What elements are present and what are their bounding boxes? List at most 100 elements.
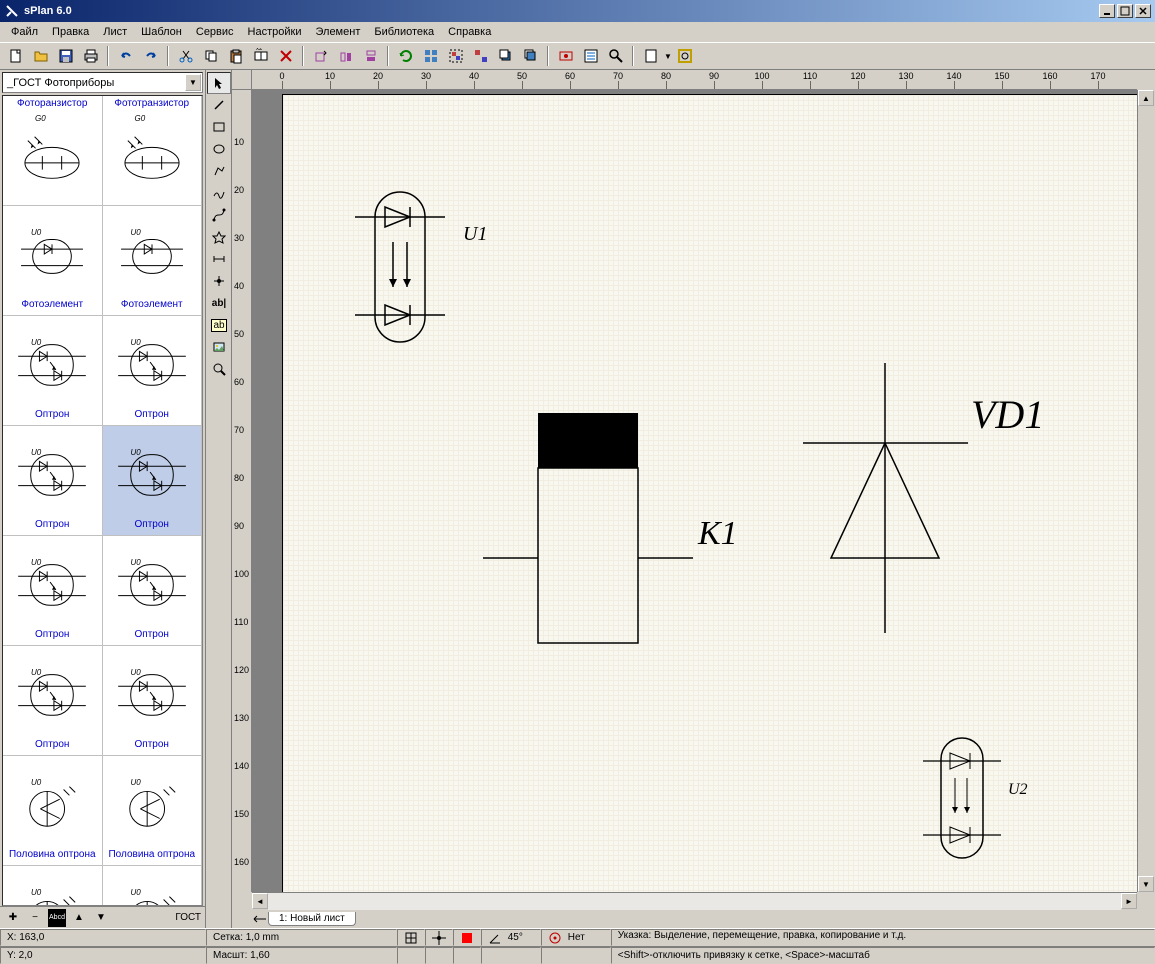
component-k1[interactable] (483, 413, 703, 653)
label-u1[interactable]: U1 (463, 223, 487, 246)
library-grid: ФоторанзисторG0ФототранзисторG0Фотоэлеме… (2, 95, 203, 906)
circle-tool[interactable] (207, 138, 231, 160)
text-tool[interactable]: ab| (207, 292, 231, 314)
scrollbar-vertical[interactable]: ▲ ▼ (1137, 90, 1155, 892)
library-cell-15[interactable]: Половина оптронаU0 (103, 866, 203, 906)
snap-mode-cell[interactable]: Нет (541, 929, 611, 946)
menu-Настройки[interactable]: Настройки (241, 24, 309, 40)
component-u1[interactable] (355, 187, 465, 347)
find-button[interactable] (604, 45, 627, 68)
duplicate-button[interactable]: x2 (249, 45, 272, 68)
flip-v-button[interactable] (359, 45, 382, 68)
rotate-button[interactable] (309, 45, 332, 68)
flip-h-button[interactable] (334, 45, 357, 68)
status-bar-2: Y: 2,0 Масшт: 1,60 <Shift>-отключить при… (0, 946, 1155, 964)
library-cell-2[interactable]: ФотоэлементU0 (3, 206, 103, 316)
library-combo-dropdown[interactable]: ▼ (185, 74, 201, 91)
library-cell-13[interactable]: Половина оптронаU0 (103, 756, 203, 866)
label-vd1[interactable]: VD1 (971, 391, 1044, 438)
lib-add-button[interactable]: ✚ (4, 909, 22, 927)
undo-button[interactable] (114, 45, 137, 68)
open-button[interactable] (29, 45, 52, 68)
library-cell-10[interactable]: ОптронU0 (3, 646, 103, 756)
zoom-tool[interactable] (207, 358, 231, 380)
canvas-viewport[interactable]: U1 K1 (252, 90, 1137, 892)
bezier-tool[interactable] (207, 204, 231, 226)
send-back-button[interactable] (519, 45, 542, 68)
lib-label-icon: Abcd (48, 909, 66, 927)
line-tool[interactable] (207, 94, 231, 116)
snap-button[interactable] (554, 45, 577, 68)
menu-Справка[interactable]: Справка (441, 24, 498, 40)
new-button[interactable] (4, 45, 27, 68)
group-button[interactable] (444, 45, 467, 68)
lib-remove-button[interactable]: − (26, 909, 44, 927)
menu-Элемент[interactable]: Элемент (308, 24, 367, 40)
scrollbar-horizontal[interactable]: ◄► (252, 892, 1137, 910)
library-cell-3[interactable]: ФотоэлементU0 (103, 206, 203, 316)
lib-up-button[interactable]: ▲ (70, 909, 88, 927)
menu-Правка[interactable]: Правка (45, 24, 96, 40)
poly-tool[interactable] (207, 160, 231, 182)
ungroup-button[interactable] (469, 45, 492, 68)
library-cell-4[interactable]: ОптронU0 (3, 316, 103, 426)
component-vd1[interactable] (803, 363, 968, 633)
copy-button[interactable] (199, 45, 222, 68)
snap-point-icon[interactable] (425, 929, 453, 946)
menu-Шаблон[interactable]: Шаблон (134, 24, 189, 40)
lib-down-button[interactable]: ▼ (92, 909, 110, 927)
main-toolbar: x2 ▼ (0, 42, 1155, 70)
tab-nav-icon[interactable] (252, 912, 268, 926)
align-button[interactable] (419, 45, 442, 68)
library-cell-9[interactable]: ОптронU0 (103, 536, 203, 646)
color-icon[interactable] (453, 929, 481, 946)
label-k1[interactable]: K1 (698, 515, 738, 553)
label-u2[interactable]: U2 (1008, 781, 1028, 799)
hint-2: <Shift>-отключить привязку к сетке, <Spa… (618, 950, 870, 961)
menu-Лист[interactable]: Лист (96, 24, 134, 40)
rect-tool[interactable] (207, 116, 231, 138)
node-tool[interactable] (207, 270, 231, 292)
dimension-tool[interactable] (207, 248, 231, 270)
zoom-fit-button[interactable] (674, 45, 697, 68)
draw-area: ab| ab 010203040506070809010011012013014… (206, 70, 1155, 928)
sheet-tab-1[interactable]: 1: Новый лист (268, 912, 356, 926)
paste-button[interactable] (224, 45, 247, 68)
delete-button[interactable] (274, 45, 297, 68)
menu-Библиотека[interactable]: Библиотека (367, 24, 441, 40)
library-cell-5[interactable]: ОптронU0 (103, 316, 203, 426)
image-tool[interactable] (207, 336, 231, 358)
freehand-tool[interactable] (207, 182, 231, 204)
library-cell-8[interactable]: ОптронU0 (3, 536, 103, 646)
maximize-button[interactable] (1117, 4, 1133, 18)
library-cell-1[interactable]: ФототранзисторG0 (103, 96, 203, 206)
refresh-button[interactable] (394, 45, 417, 68)
page-button[interactable] (639, 45, 662, 68)
library-cell-11[interactable]: ОптронU0 (103, 646, 203, 756)
grid-icon[interactable] (397, 929, 425, 946)
minimize-button[interactable] (1099, 4, 1115, 18)
redo-button[interactable] (139, 45, 162, 68)
component-u2[interactable] (923, 733, 1013, 863)
bring-front-button[interactable] (494, 45, 517, 68)
close-button[interactable] (1135, 4, 1151, 18)
library-cell-6[interactable]: ОптронU0 (3, 426, 103, 536)
special-tool[interactable] (207, 226, 231, 248)
pointer-tool[interactable] (207, 72, 231, 94)
canvas-page[interactable]: U1 K1 (282, 94, 1137, 892)
print-button[interactable] (79, 45, 102, 68)
library-cell-14[interactable]: Половина оптронаU0 (3, 866, 103, 906)
library-cell-0[interactable]: ФоторанзисторG0 (3, 96, 103, 206)
library-cell-7[interactable]: ОптронU0 (103, 426, 203, 536)
cut-button[interactable] (174, 45, 197, 68)
library-combo[interactable]: _ГОСТ Фотоприборы ▼ (2, 72, 203, 93)
list-button[interactable] (579, 45, 602, 68)
menu-Файл[interactable]: Файл (4, 24, 45, 40)
angle-cell[interactable]: 45° (481, 929, 541, 946)
menu-Сервис[interactable]: Сервис (189, 24, 241, 40)
menubar: ФайлПравкаЛистШаблонСервисНастройкиЭлеме… (0, 22, 1155, 42)
library-cell-12[interactable]: Половина оптронаU0 (3, 756, 103, 866)
svg-text:x2: x2 (256, 48, 263, 52)
save-button[interactable] (54, 45, 77, 68)
textblock-tool[interactable]: ab (207, 314, 231, 336)
